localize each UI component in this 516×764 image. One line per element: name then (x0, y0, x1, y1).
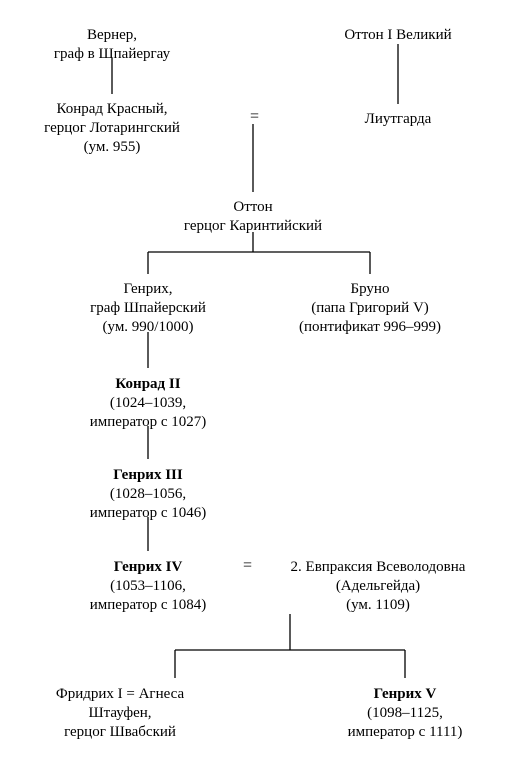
node-text-line: (ум. 955) (12, 138, 212, 157)
node-text-line: (1053–1106, (58, 577, 238, 596)
node-text-line: герцог Каринтийский (153, 217, 353, 236)
node-konrad2: Конрад II(1024–1039,император с 1027) (58, 375, 238, 431)
node-konrad-red: Конрад Красный,герцог Лотарингский(ум. 9… (12, 100, 212, 156)
node-text-line: герцог Лотарингский (12, 119, 212, 138)
node-text-line: Вернер, (27, 26, 197, 45)
node-text-line: Генрих III (58, 466, 238, 485)
node-text-line: граф в Шпайергау (27, 45, 197, 64)
node-text-line: Конрад Красный, (12, 100, 212, 119)
node-text-line: 2. Евпраксия Всеволодовна (263, 558, 493, 577)
node-heinrich-sp: Генрих,граф Шпайерский(ум. 990/1000) (63, 280, 233, 336)
node-text-line: Лиутгарда (338, 110, 458, 129)
node-otto-kar: Оттонгерцог Каринтийский (153, 198, 353, 236)
node-eupraxia: 2. Евпраксия Всеволодовна(Адельгейда)(ум… (263, 558, 493, 614)
marriage-eq-2: = (243, 557, 252, 575)
node-friedrich: Фридрих I = АгнесаШтауфен,герцог Швабски… (20, 685, 220, 741)
node-text-line: император с 1046) (58, 504, 238, 523)
node-heinrich5: Генрих V(1098–1125,император с 1111) (305, 685, 505, 741)
node-text-line: Фридрих I = Агнеса (20, 685, 220, 704)
node-heinrich3: Генрих III(1028–1056,император с 1046) (58, 466, 238, 522)
node-text-line: Оттон I Великий (318, 26, 478, 45)
node-text-line: император с 1027) (58, 413, 238, 432)
node-text-line: Оттон (153, 198, 353, 217)
node-werner: Вернер,граф в Шпайергау (27, 26, 197, 64)
node-text-line: (ум. 1109) (263, 596, 493, 615)
node-text-line: (понтификат 996–999) (265, 318, 475, 337)
node-text-line: герцог Швабский (20, 723, 220, 742)
node-text-line: император с 1084) (58, 596, 238, 615)
node-text-line: Генрих IV (58, 558, 238, 577)
node-text-line: Бруно (265, 280, 475, 299)
node-bruno: Бруно(папа Григорий V)(понтификат 996–99… (265, 280, 475, 336)
node-otto1: Оттон I Великий (318, 26, 478, 45)
node-liutgarda: Лиутгарда (338, 110, 458, 129)
node-text-line: император с 1111) (305, 723, 505, 742)
node-heinrich4: Генрих IV(1053–1106,император с 1084) (58, 558, 238, 614)
node-text-line: Штауфен, (20, 704, 220, 723)
genealogy-tree: { "type": "tree", "font_family": "Times … (0, 0, 516, 764)
node-text-line: (Адельгейда) (263, 577, 493, 596)
node-text-line: (1028–1056, (58, 485, 238, 504)
node-text-line: Конрад II (58, 375, 238, 394)
node-text-line: Генрих, (63, 280, 233, 299)
node-text-line: Генрих V (305, 685, 505, 704)
marriage-eq-1: = (250, 108, 259, 126)
node-text-line: (ум. 990/1000) (63, 318, 233, 337)
node-text-line: граф Шпайерский (63, 299, 233, 318)
node-text-line: (1024–1039, (58, 394, 238, 413)
node-text-line: (1098–1125, (305, 704, 505, 723)
node-text-line: (папа Григорий V) (265, 299, 475, 318)
